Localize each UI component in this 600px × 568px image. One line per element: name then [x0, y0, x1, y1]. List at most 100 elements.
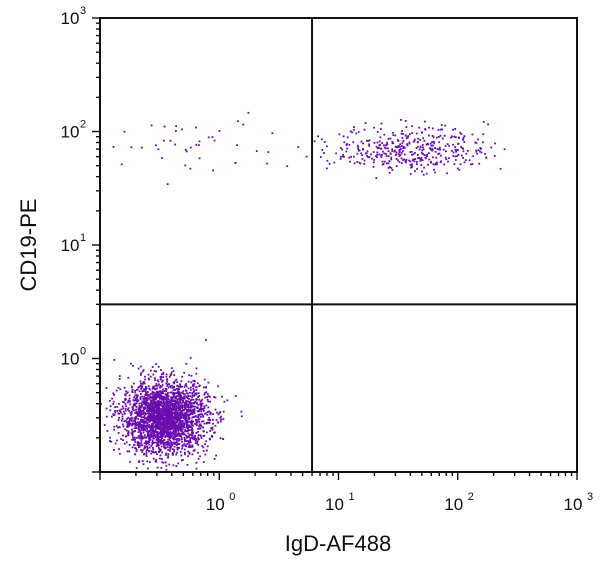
data-point	[409, 173, 412, 175]
data-point	[387, 147, 389, 150]
y-tick-label: 10	[61, 350, 80, 369]
data-point	[204, 396, 207, 399]
data-point	[175, 402, 177, 404]
data-point	[149, 413, 152, 416]
data-point	[180, 417, 182, 419]
data-point	[145, 455, 148, 457]
data-point	[149, 461, 151, 463]
data-point	[181, 420, 184, 422]
data-point	[353, 126, 355, 128]
data-point	[169, 385, 171, 387]
data-point	[159, 429, 162, 431]
data-point	[152, 420, 155, 423]
data-point	[406, 143, 408, 145]
data-point	[162, 373, 165, 375]
data-point	[179, 400, 182, 402]
data-point	[116, 439, 118, 442]
data-point	[113, 425, 116, 428]
data-point	[132, 365, 134, 367]
data-point	[142, 419, 144, 421]
data-point	[219, 420, 222, 423]
data-point	[156, 414, 158, 417]
data-point	[177, 429, 179, 431]
data-point	[166, 443, 169, 446]
x-tick-label: 10	[325, 495, 344, 514]
data-point	[213, 431, 215, 434]
data-point	[157, 406, 160, 409]
data-point	[147, 398, 150, 400]
data-point	[192, 398, 195, 401]
data-point	[177, 407, 179, 410]
data-point	[188, 410, 191, 413]
data-point	[158, 444, 160, 447]
data-point	[171, 432, 174, 434]
data-point	[166, 419, 169, 422]
data-point	[193, 390, 195, 393]
data-point	[429, 142, 432, 145]
data-point	[145, 443, 148, 446]
data-point	[181, 392, 184, 394]
data-point	[172, 389, 175, 392]
data-point	[366, 150, 369, 153]
data-point	[443, 134, 446, 137]
data-point	[164, 461, 167, 464]
data-point	[160, 422, 163, 424]
data-point	[161, 424, 164, 427]
data-point	[172, 464, 175, 467]
data-point	[165, 397, 168, 400]
data-point	[170, 407, 173, 410]
data-point	[155, 363, 158, 365]
data-point	[162, 371, 165, 374]
data-point	[189, 389, 192, 391]
x-tick-label-exponent: 3	[587, 491, 593, 503]
data-point	[195, 386, 198, 389]
data-point	[125, 405, 127, 408]
data-point	[394, 134, 397, 137]
data-point	[160, 423, 162, 426]
data-point	[200, 404, 202, 407]
data-point	[122, 401, 124, 403]
data-point	[182, 431, 185, 434]
data-point	[139, 365, 142, 368]
data-point	[160, 431, 163, 434]
data-point	[434, 171, 436, 174]
data-point	[184, 416, 186, 419]
data-point	[189, 167, 192, 170]
data-point	[146, 405, 149, 408]
data-point	[383, 152, 386, 155]
data-point	[388, 171, 391, 174]
data-point	[390, 158, 393, 161]
data-point	[148, 438, 151, 441]
data-point	[462, 150, 465, 153]
data-point	[170, 426, 173, 429]
data-point	[395, 146, 398, 149]
data-point	[212, 169, 214, 172]
data-point	[169, 414, 172, 417]
data-point	[155, 398, 158, 400]
data-point	[180, 405, 183, 408]
data-point	[197, 457, 200, 460]
data-point	[176, 443, 178, 446]
data-point	[191, 431, 193, 434]
data-point	[138, 402, 141, 405]
data-point	[122, 407, 125, 410]
data-point	[156, 453, 158, 455]
data-point	[162, 426, 165, 428]
y-tick-label-exponent: 2	[80, 119, 86, 131]
data-point	[164, 396, 167, 399]
data-point	[112, 403, 115, 405]
data-point	[409, 133, 411, 136]
data-point	[436, 148, 439, 150]
data-point	[216, 411, 218, 414]
data-point	[172, 404, 174, 406]
data-point	[152, 401, 155, 403]
data-point	[419, 139, 421, 141]
data-point	[171, 423, 174, 426]
data-point	[453, 163, 456, 165]
data-point	[411, 132, 414, 134]
data-point	[135, 398, 137, 400]
data-point	[167, 417, 170, 419]
data-point	[446, 172, 448, 175]
data-point	[189, 357, 192, 359]
data-point	[186, 406, 189, 409]
